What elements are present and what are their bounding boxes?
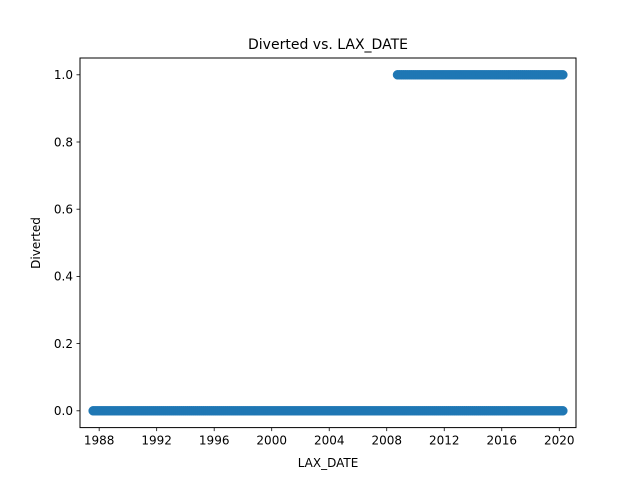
y-tick-label: 0.0: [54, 404, 73, 418]
x-tick-label: 1992: [141, 434, 172, 448]
x-tick-label: 2012: [429, 434, 460, 448]
y-tick-label: 0.2: [54, 337, 73, 351]
x-tick-label: 2016: [486, 434, 517, 448]
x-tick-label: 1988: [84, 434, 115, 448]
y-tick-label: 0.6: [54, 203, 73, 217]
x-tick-label: 1996: [199, 434, 230, 448]
data-point: [558, 406, 568, 416]
x-tick-label: 2008: [371, 434, 402, 448]
chart-title: Diverted vs. LAX_DATE: [248, 37, 408, 53]
data-point: [558, 70, 568, 80]
x-ticks: 1988 1992 1996 2000 2004 2008 2012 2016 2020: [84, 427, 575, 448]
y-ticks: 0.0 0.2 0.4 0.6 0.8 1.0: [54, 68, 80, 418]
x-tick-label: 2020: [544, 434, 575, 448]
x-axis-label: LAX_DATE: [298, 456, 359, 470]
y-tick-label: 1.0: [54, 68, 73, 82]
plot-frame: [79, 57, 577, 429]
y-tick-label: 0.4: [54, 270, 73, 284]
points-layer: [88, 70, 568, 416]
x-tick-label: 2004: [314, 434, 345, 448]
y-axis-label: Diverted: [29, 217, 43, 269]
x-tick-label: 2000: [256, 434, 287, 448]
y-tick-label: 0.8: [54, 135, 73, 149]
